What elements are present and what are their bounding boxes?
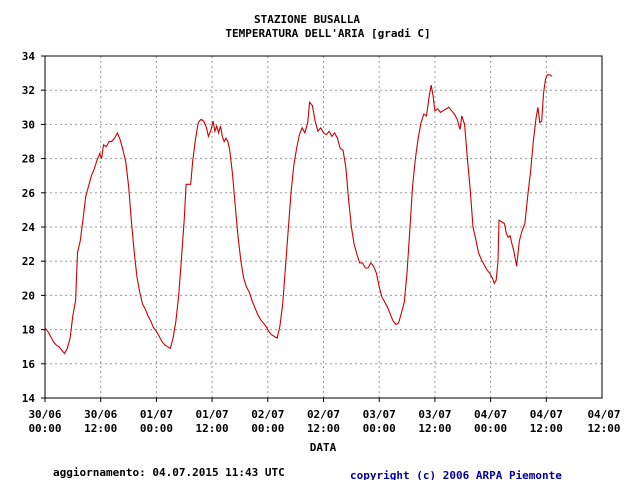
x-tick-label-date: 02/07 bbox=[251, 408, 284, 421]
x-tick-label-date: 04/07 bbox=[474, 408, 507, 421]
y-tick-label: 14 bbox=[22, 392, 36, 405]
x-tick-label-time: 12:00 bbox=[530, 422, 563, 435]
y-axis-ticks: 14 16 18 20 22 24 26 28 30 32 34 bbox=[22, 50, 45, 405]
x-tick-label-time: 00:00 bbox=[251, 422, 284, 435]
y-tick-label: 30 bbox=[22, 118, 35, 131]
chart-title: STAZIONE BUSALLA bbox=[254, 13, 360, 26]
x-tick-label-date: 01/07 bbox=[140, 408, 173, 421]
temperature-series-line bbox=[44, 74, 553, 355]
x-tick-label-time: 00:00 bbox=[474, 422, 507, 435]
copyright-notice: copyright (c) 2006 ARPA Piemonte bbox=[350, 469, 562, 480]
x-tick-label-time: 12:00 bbox=[196, 422, 229, 435]
y-tick-label: 16 bbox=[22, 358, 36, 371]
x-axis-ticks: 30/0600:0030/0612:0001/0700:0001/0712:00… bbox=[28, 398, 621, 435]
x-tick-label-time: 00:00 bbox=[28, 422, 61, 435]
y-tick-label: 22 bbox=[22, 255, 35, 268]
x-tick-label-time: 00:00 bbox=[140, 422, 173, 435]
chart-subtitle: TEMPERATURA DELL'ARIA [gradi C] bbox=[225, 27, 430, 40]
grid-lines bbox=[45, 56, 602, 398]
x-tick-label-time: 12:00 bbox=[587, 422, 620, 435]
y-tick-label: 34 bbox=[22, 50, 36, 63]
x-axis-label: DATA bbox=[310, 441, 337, 454]
x-tick-label-time: 00:00 bbox=[363, 422, 396, 435]
y-tick-label: 26 bbox=[22, 187, 36, 200]
y-tick-label: 32 bbox=[22, 84, 35, 97]
y-tick-label: 24 bbox=[22, 221, 36, 234]
x-tick-label-date: 02/07 bbox=[307, 408, 340, 421]
x-tick-label-date: 30/06 bbox=[84, 408, 117, 421]
x-tick-label-time: 12:00 bbox=[84, 422, 117, 435]
y-tick-label: 28 bbox=[22, 153, 35, 166]
y-tick-label: 20 bbox=[22, 289, 35, 302]
x-tick-label-date: 03/07 bbox=[363, 408, 396, 421]
series-layer bbox=[44, 74, 553, 355]
update-timestamp: aggiornamento: 04.07.2015 11:43 UTC bbox=[53, 466, 285, 479]
x-tick-label-time: 12:00 bbox=[418, 422, 451, 435]
x-tick-label-date: 03/07 bbox=[418, 408, 451, 421]
x-tick-label-date: 04/07 bbox=[530, 408, 563, 421]
y-tick-label: 18 bbox=[22, 324, 35, 337]
x-tick-label-time: 12:00 bbox=[307, 422, 340, 435]
x-tick-label-date: 30/06 bbox=[28, 408, 61, 421]
x-tick-label-date: 04/07 bbox=[587, 408, 620, 421]
x-tick-label-date: 01/07 bbox=[196, 408, 229, 421]
